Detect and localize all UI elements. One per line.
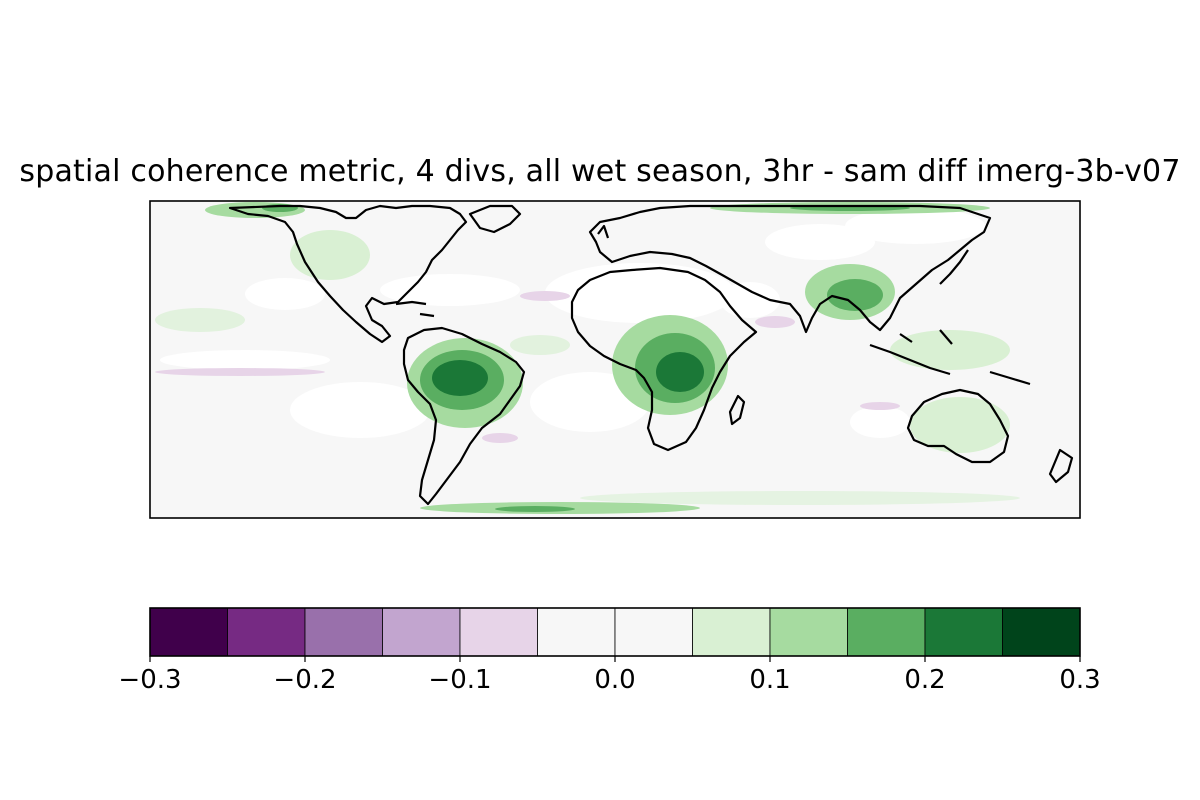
positive-region-north-america	[290, 230, 370, 280]
coastline-maritime	[869, 329, 1031, 386]
colorbar-tick-label: 0.1	[749, 665, 790, 695]
coastline-new-zealand	[1048, 448, 1074, 484]
coastline-eurasia	[588, 204, 992, 334]
negative-region-south-atlantic	[482, 433, 518, 443]
missing-region-north-pacific	[245, 278, 325, 310]
missing-region-south-indian	[850, 406, 910, 438]
colorbar-tick-label: 0.0	[594, 665, 635, 695]
coastline-africa-eurasia	[570, 266, 758, 452]
colorbar-segment	[769, 607, 848, 657]
missing-region-pacific-band	[160, 350, 330, 370]
positive-region-eastern-pacific	[155, 308, 245, 332]
coastline-australia	[906, 388, 1010, 464]
coastline-uk	[597, 224, 610, 239]
colorbar-segment	[614, 607, 693, 657]
colorbar-tick-label: 0.3	[1059, 665, 1100, 695]
missing-region-arabia	[720, 282, 780, 318]
colorbar-segment	[1002, 607, 1081, 657]
coastline-north-america	[228, 204, 468, 344]
coastline-greenland	[468, 204, 522, 234]
coastline-caribbean	[395, 300, 435, 318]
positive-region-australia	[910, 397, 1010, 453]
missing-region-south-pacific	[290, 382, 430, 438]
colorbar-tick-label: −0.3	[118, 665, 181, 695]
map-frame	[149, 200, 1081, 519]
positive-region-africa-core	[656, 352, 704, 392]
positive-region-tropical-atlantic	[510, 335, 570, 355]
positive-regions	[155, 202, 1020, 514]
colorbar-segment	[382, 607, 461, 657]
figure-title: spatial coherence metric, 4 divs, all we…	[19, 154, 1181, 189]
colorbar-tick-label: −0.1	[428, 665, 491, 695]
colorbar-tick-label: −0.2	[273, 665, 336, 695]
colorbar-tick-label: 0.2	[904, 665, 945, 695]
missing-region-sahara	[545, 263, 735, 323]
map-panel	[150, 201, 1080, 518]
colorbar-segment	[227, 607, 306, 657]
missing-region-north-atlantic	[380, 274, 520, 306]
positive-band-southern-ocean-core	[495, 506, 575, 512]
negative-region-pacific	[155, 368, 325, 376]
coastline-south-america	[402, 326, 526, 506]
colorbar-segment	[692, 607, 771, 657]
colorbar-segment	[149, 607, 228, 657]
missing-region-siberia	[845, 208, 985, 244]
missing-region-central-asia	[765, 224, 875, 260]
negative-region-atlantic	[520, 291, 570, 301]
colorbar-segment	[537, 607, 616, 657]
coastlines	[228, 204, 1074, 506]
positive-region-south-asia-core	[827, 279, 883, 311]
negative-region-south-indian	[860, 402, 900, 410]
positive-band-southern-wide	[580, 491, 1020, 505]
colorbar-segment	[847, 607, 926, 657]
coastline-japan	[939, 249, 969, 285]
positive-region-maritime	[890, 330, 1010, 370]
negative-region-arabian-sea	[755, 316, 795, 328]
colorbar-segment	[304, 607, 383, 657]
coastline-madagascar	[728, 394, 746, 426]
negative-regions	[155, 291, 900, 443]
colorbar	[149, 607, 1081, 657]
colorbar-ticks: −0.3 −0.2 −0.1 0.0 0.1 0.2 0.3	[118, 656, 1101, 695]
colorbar-segment	[459, 607, 538, 657]
colorbar-segment	[924, 607, 1003, 657]
positive-region-amazon-core	[432, 360, 488, 396]
